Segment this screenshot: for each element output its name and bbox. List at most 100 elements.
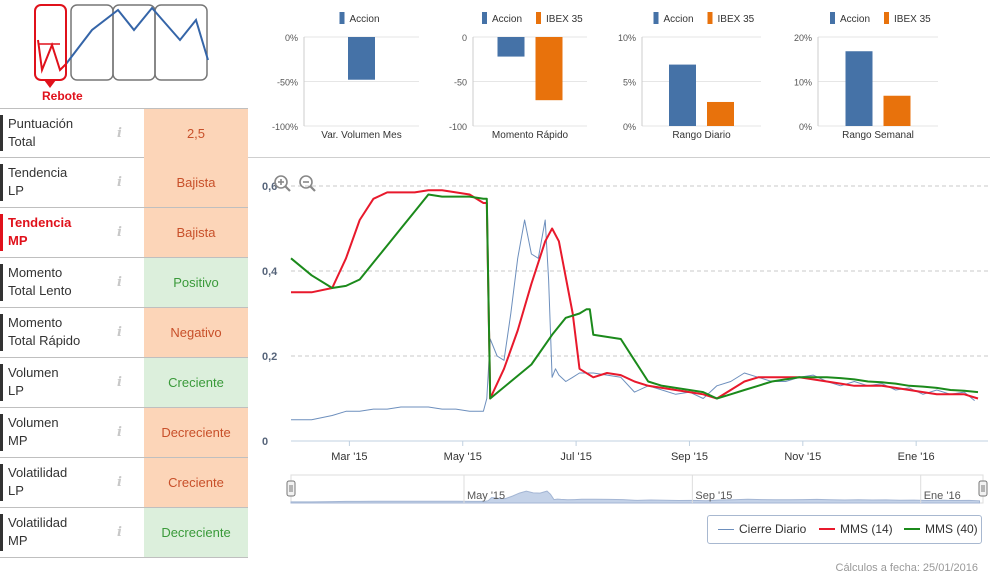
indicator-name: Momento Total Lento [0, 264, 116, 301]
info-icon[interactable]: i [117, 175, 122, 190]
x-tick-label: Mar '15 [331, 451, 367, 463]
series-cierre-diario [291, 219, 975, 421]
legend-label: Accion [840, 14, 870, 25]
y-tick-label: 5% [623, 78, 636, 88]
indicator-value: Creciente [144, 358, 248, 407]
legend-item[interactable]: MMS (14) [819, 522, 893, 536]
indicator-table: Puntuación Total i 2,5 Tendencia LP i Bajista… [0, 108, 248, 558]
info-icon[interactable]: i [117, 325, 122, 340]
logo-label: Rebote [42, 89, 83, 103]
legend-swatch [482, 12, 487, 24]
y-tick-label: 0 [262, 436, 268, 448]
info-icon[interactable]: i [117, 275, 122, 290]
navigator[interactable]: May '15 Sep '15 Ene '16 [286, 474, 988, 504]
rebote-logo: Rebote [0, 0, 248, 105]
mini-chart-title: Rango Semanal [842, 130, 914, 141]
navigator-series [290, 490, 981, 504]
indicator-value: Decreciente [144, 508, 248, 557]
legend-swatch [718, 528, 734, 530]
info-icon[interactable]: i [117, 425, 122, 440]
navigator-label: Sep '15 [695, 490, 732, 502]
bar-accion [497, 37, 525, 57]
calc-date: Cálculos a fecha: 25/01/2016 [835, 562, 979, 574]
navigator-label: May '15 [467, 490, 505, 502]
navigator-label: Ene '16 [924, 490, 961, 502]
info-icon[interactable]: i [117, 475, 122, 490]
mini-chart-2: 0 -50 -100 Accion IBEX 35 Momento Rápido [449, 12, 587, 141]
mini-chart-3: 10% 5% 0% Accion IBEX 35 Rango Diario [618, 12, 761, 141]
x-tick-label: Ene '16 [898, 451, 935, 463]
legend-label: Accion [664, 14, 694, 25]
indicator-name: Volatilidad MP [0, 514, 116, 551]
chart-legend: Cierre Diario MMS (14) MMS (40) [707, 515, 982, 544]
indicator-name: Volumen LP [0, 364, 116, 401]
legend-swatch [819, 528, 835, 530]
legend-label: Cierre Diario [739, 522, 807, 536]
mini-chart-1: 0% -50% -100% Accion Var. Volumen Mes [272, 12, 419, 141]
bar-ibex-35 [883, 95, 911, 126]
y-tick-label: 20% [794, 33, 812, 43]
zoom-in-icon[interactable] [274, 175, 291, 192]
bar-ibex-35 [535, 37, 563, 101]
legend-label: IBEX 35 [718, 14, 755, 25]
zoom-out-icon[interactable] [299, 175, 316, 192]
x-tick-label: Jul '15 [560, 451, 591, 463]
mini-chart-4: 20% 10% 0% Accion IBEX 35 Rango Semanal [794, 12, 938, 141]
indicator-value: Bajista [144, 208, 248, 257]
y-tick-label: 10% [794, 78, 812, 88]
y-tick-label: -100% [272, 122, 298, 132]
info-icon[interactable]: i [117, 225, 122, 240]
price-line-chart: 0 0,2 0,4 0,6 Mar '15 May '15 Jul '15 Sep '15 No… [262, 175, 988, 504]
indicator-row: Volumen MP i Decreciente [0, 408, 248, 458]
legend-item[interactable]: Cierre Diario [718, 522, 806, 536]
y-tick-label: 0,4 [262, 266, 278, 278]
indicator-value: Bajista [144, 158, 248, 207]
navigator-handle-left[interactable] [286, 480, 296, 497]
legend-item[interactable]: MMS (40) [904, 522, 978, 536]
info-icon[interactable]: i [117, 525, 122, 540]
legend-swatch [707, 12, 713, 24]
legend-swatch [653, 12, 659, 24]
indicator-name: Tendencia MP [0, 214, 116, 251]
y-tick-label: -50 [454, 78, 467, 88]
legend-label: IBEX 35 [546, 14, 583, 25]
info-icon[interactable]: i [117, 126, 122, 141]
y-tick-label: 0% [623, 122, 636, 132]
y-tick-label: 0% [285, 33, 298, 43]
x-tick-label: Nov '15 [784, 451, 821, 463]
indicator-row: Tendencia LP i Bajista [0, 158, 248, 208]
info-icon[interactable]: i [117, 375, 122, 390]
indicator-name: Volumen MP [0, 414, 116, 451]
indicator-row: Puntuación Total i 2,5 [0, 108, 248, 158]
y-tick-label: -50% [277, 78, 298, 88]
legend-label: MMS (40) [925, 522, 978, 536]
indicator-value: Decreciente [144, 408, 248, 457]
indicator-row: Volatilidad LP i Creciente [0, 458, 248, 508]
indicator-row: Momento Total Lento i Positivo [0, 258, 248, 308]
legend-swatch [536, 12, 541, 24]
indicator-value: 2,5 [144, 109, 248, 158]
mini-chart-title: Momento Rápido [492, 130, 569, 141]
navigator-handle-right[interactable] [978, 480, 988, 497]
bar-accion [669, 64, 696, 126]
legend-swatch [339, 12, 345, 24]
divider [248, 157, 990, 158]
series-mms-14 [291, 189, 979, 400]
legend-swatch [830, 12, 835, 24]
x-tick-label: May '15 [444, 451, 482, 463]
legend-label: Accion [492, 14, 522, 25]
indicator-value: Creciente [144, 458, 248, 507]
y-tick-label: 0 [462, 33, 467, 43]
indicator-row: Volatilidad MP i Decreciente [0, 508, 248, 558]
mini-bar-charts: 0% -50% -100% Accion Var. Volumen Mes 0 -50 -10… [272, 12, 938, 141]
bar-ibex-35 [707, 101, 734, 126]
legend-label: IBEX 35 [894, 14, 931, 25]
legend-swatch [904, 528, 920, 530]
indicator-name: Puntuación Total [0, 115, 116, 151]
y-tick-label: 0% [799, 122, 812, 132]
x-tick-label: Sep '15 [671, 451, 708, 463]
legend-label: MMS (14) [840, 522, 893, 536]
y-tick-label: 10% [618, 33, 636, 43]
indicator-row: Momento Total Rápido i Negativo [0, 308, 248, 358]
legend-swatch [884, 12, 889, 24]
